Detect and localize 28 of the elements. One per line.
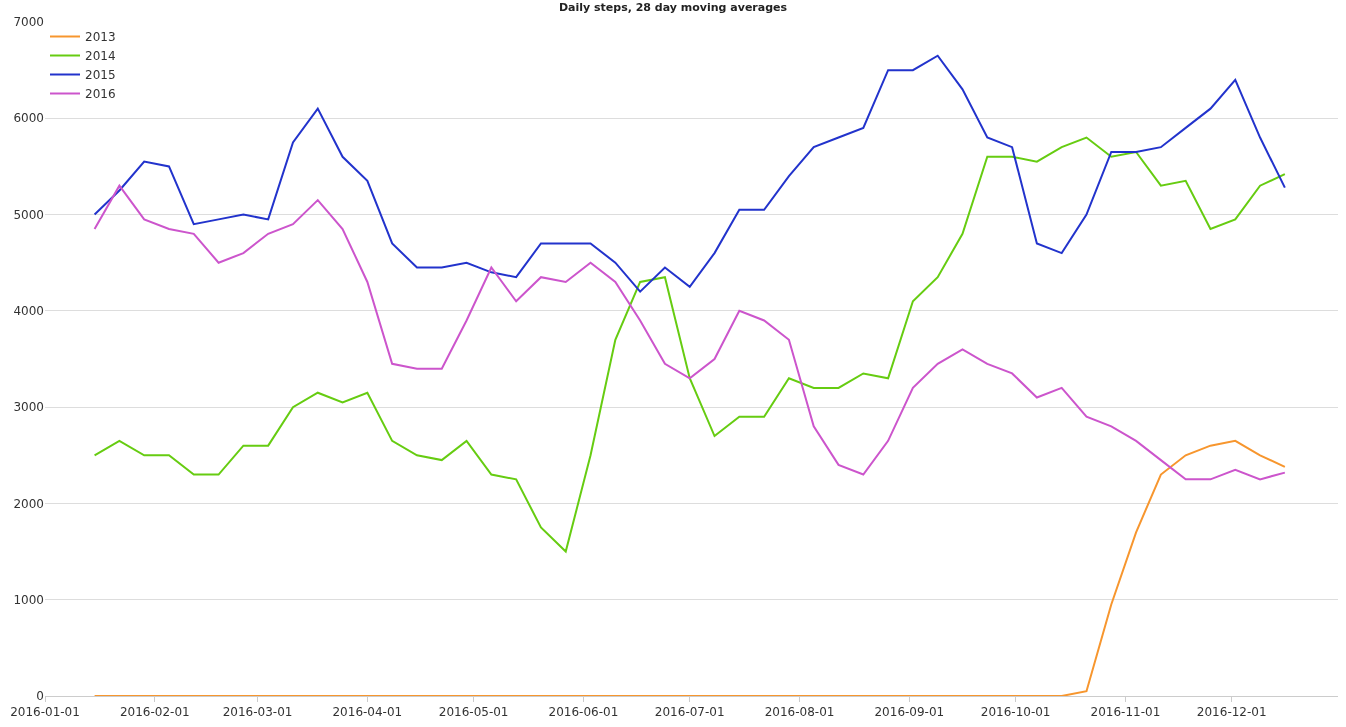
y-tick-label: 1000: [13, 592, 44, 607]
x-tick-label: 2016-01-01: [10, 705, 80, 720]
y-tick-label: 0: [36, 689, 44, 704]
y-tick-label: 5000: [13, 207, 44, 222]
y-tick-label: 7000: [13, 15, 44, 30]
x-tick-label: 2016-07-01: [654, 705, 725, 720]
line-series: [93, 184, 1286, 481]
x-tick-label: 2016-05-01: [438, 705, 509, 720]
legend-label: 2016: [85, 87, 116, 102]
y-tick-label: 2000: [13, 496, 44, 511]
line-series: [93, 136, 1286, 553]
x-tick-label: 2016-08-01: [764, 705, 835, 720]
y-tick-label: 4000: [13, 304, 44, 319]
x-tick-label: 2016-09-01: [874, 705, 945, 720]
x-tick-label: 2016-03-01: [222, 705, 293, 720]
x-tick-label: 2016-10-01: [980, 705, 1051, 720]
legend-label: 2013: [85, 30, 116, 45]
y-tick-label: 3000: [13, 400, 44, 415]
x-tick-label: 2016-11-01: [1090, 705, 1161, 720]
chart-title: Daily steps, 28 day moving averages: [558, 1, 788, 15]
x-tick-label: 2016-02-01: [119, 705, 190, 720]
x-tick-label: 2016-12-01: [1196, 705, 1267, 720]
legend-label: 2014: [85, 49, 116, 64]
x-tick-label: 2016-04-01: [332, 705, 403, 720]
y-tick-label: 6000: [13, 111, 44, 126]
legend-label: 2015: [85, 68, 116, 83]
line-series: [93, 439, 1286, 696]
x-tick-label: 2016-06-01: [548, 705, 619, 720]
